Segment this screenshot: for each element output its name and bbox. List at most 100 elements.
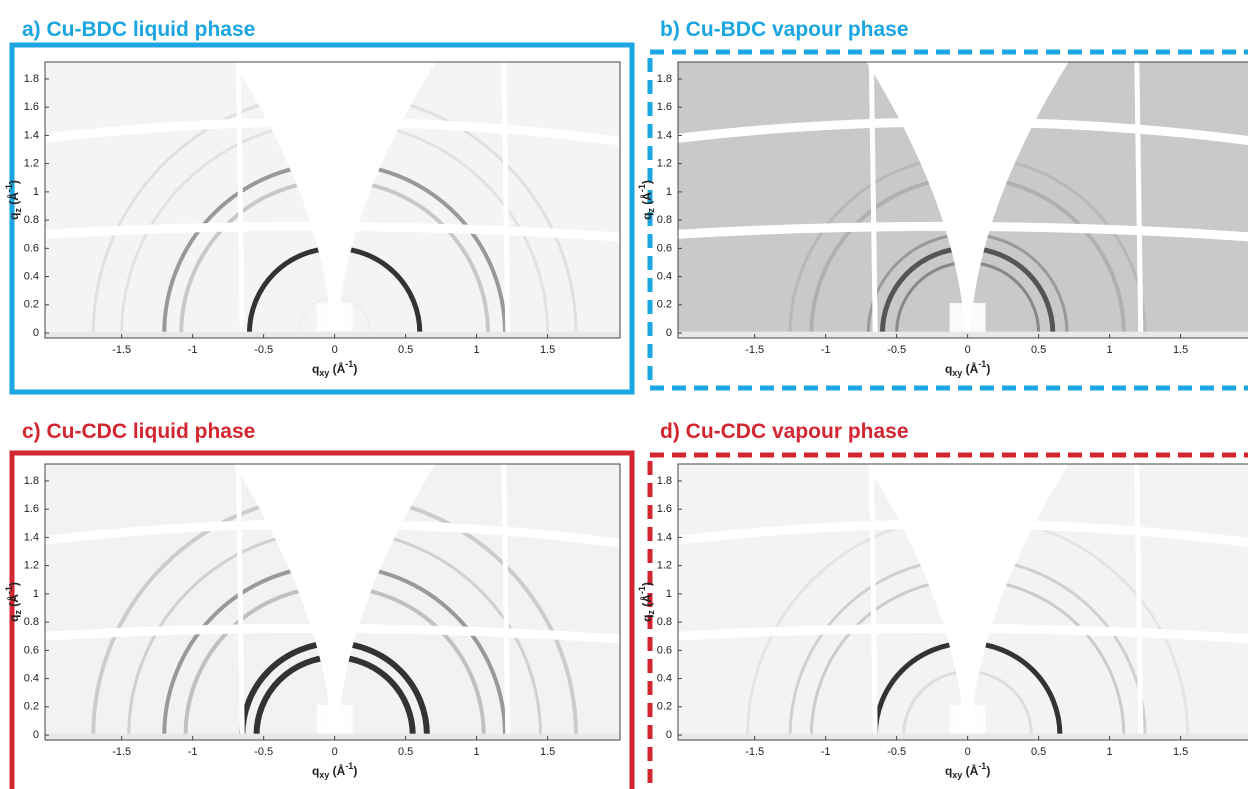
label-sub: xy [319,770,329,780]
label-end: ) [986,362,990,376]
label-unit: (Å [6,594,21,610]
y-tick-label: 0.4 [657,672,672,684]
figure: a) Cu-BDC liquid phase -1.5 -1 -0.5 0 0.5 1 1.5… [0,0,1248,789]
label-sup: -1 [978,761,986,771]
y-tick-label: 0.2 [657,299,672,311]
y-tick-label: 1.4 [657,129,672,141]
y-tick-label: 0.8 [657,616,672,628]
label-sup: -1 [637,586,647,594]
x-tick-label: -1.5 [745,344,764,356]
y-tick-label: 0.6 [24,242,39,254]
scattering-image [45,462,620,740]
y-axis-label: qz (Å-1) [4,582,23,622]
x-tick-label: -0.5 [254,746,273,758]
x-tick-label: 0.5 [398,344,413,356]
x-axis-label: qxy (Å-1) [945,761,990,780]
x-tick-label: 1.5 [1173,344,1188,356]
y-tick-label: 1 [666,186,672,198]
horizon [45,734,620,740]
label-end: ) [640,582,654,586]
y-tick-label: 0.4 [657,270,672,282]
label-end: ) [353,362,357,376]
x-tick-label: -1 [821,746,831,758]
label-base: q [7,615,21,622]
y-tick-label: 0 [33,327,39,339]
y-tick-label: 1.4 [24,129,39,141]
label-sup: -1 [4,586,14,594]
x-tick-label: -1.5 [745,746,764,758]
x-axis-label: qxy (Å-1) [312,359,357,378]
y-tick-label: 0 [666,327,672,339]
y-tick-label: 1.8 [657,475,672,487]
x-tick-label: 1.5 [1173,746,1188,758]
x-tick-label: -1 [188,746,198,758]
y-tick-label: 1.6 [657,503,672,515]
label-base: q [312,362,319,376]
label-unit: (Å [6,192,21,208]
label-unit: (Å [962,763,978,778]
label-sub: xy [952,368,962,378]
label-sup: -1 [345,761,353,771]
label-base: q [945,362,952,376]
label-end: ) [353,764,357,778]
y-tick-label: 1.6 [657,101,672,113]
label-sup: -1 [978,359,986,369]
y-axis-label: qz (Å-1) [637,180,656,220]
y-tick-label: 1.2 [24,560,39,572]
y-tick-label: 1.8 [657,73,672,85]
y-tick-label: 1.2 [24,158,39,170]
y-tick-label: 1.6 [24,503,39,515]
y-tick-label: 1.4 [657,531,672,543]
label-base: q [640,213,654,220]
label-base: q [7,213,21,220]
x-tick-label: -0.5 [887,746,906,758]
scattering-image [678,462,1248,740]
panel: d) Cu-CDC vapour phase-1.5-1-0.500.511.5… [637,420,1248,789]
x-tick-label: 1 [1107,344,1113,356]
panel-title: a) Cu-BDC liquid phase [22,18,255,41]
y-tick-label: 0.6 [657,242,672,254]
x-tick-label: 0 [332,344,338,356]
y-axis-label: qz (Å-1) [4,180,23,220]
y-tick-label: 0.8 [24,214,39,226]
y-tick-label: 0.8 [24,616,39,628]
x-tick-label: -1.5 [112,344,131,356]
y-tick-label: 0 [666,729,672,741]
x-tick-label: 0.5 [398,746,413,758]
label-sup: -1 [4,184,14,192]
x-tick-label: 0 [965,746,971,758]
y-tick-label: 0.2 [24,701,39,713]
x-tick-label: -1 [188,344,198,356]
y-axis-label: qz (Å-1) [637,582,656,622]
y-tick-label: 0.6 [24,644,39,656]
y-tick-label: 1.8 [24,73,39,85]
y-tick-label: 0.6 [657,644,672,656]
y-tick-label: 0.4 [24,270,39,282]
x-tick-label: 1 [474,746,480,758]
y-tick-label: 0.4 [24,672,39,684]
label-base: q [312,764,319,778]
y-tick-label: 0 [33,729,39,741]
label-end: ) [7,180,21,184]
label-end: ) [640,180,654,184]
label-sup: -1 [637,184,647,192]
x-tick-label: -0.5 [254,344,273,356]
x-tick-label: -0.5 [887,344,906,356]
horizon [678,734,1248,740]
label-sub: xy [952,770,962,780]
x-tick-label: 0.5 [1031,344,1046,356]
x-tick-label: 1 [1107,746,1113,758]
horizon [45,332,620,338]
y-tick-label: 0.2 [24,299,39,311]
scattering-image [45,60,620,338]
label-sub: xy [319,368,329,378]
x-tick-label: 0.5 [1031,746,1046,758]
x-tick-label: -1 [821,344,831,356]
x-tick-label: -1.5 [112,746,131,758]
label-unit: (Å [962,361,978,376]
y-tick-label: 1 [33,186,39,198]
panel-title: c) Cu-CDC liquid phase [22,420,255,443]
x-axis-label: qxy (Å-1) [312,761,357,780]
horizon [678,332,1248,338]
